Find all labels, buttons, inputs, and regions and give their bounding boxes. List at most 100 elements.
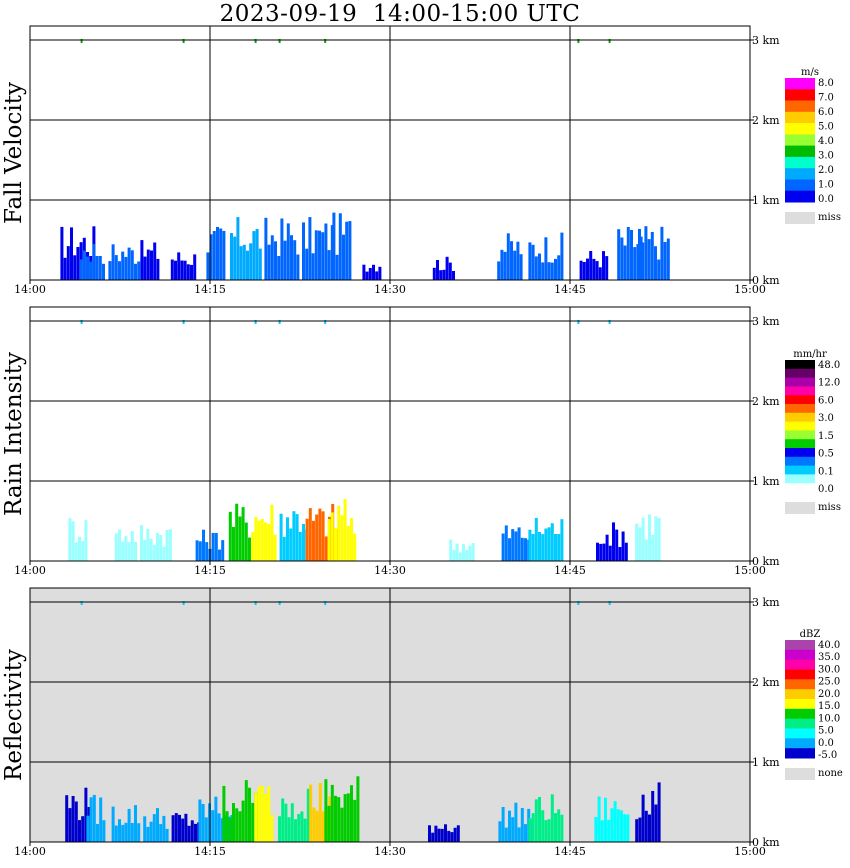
echo-column: [241, 800, 245, 842]
legend-swatch: [785, 483, 815, 493]
echo-column: [156, 533, 159, 561]
echo-column: [295, 514, 299, 561]
echo-column: [302, 222, 305, 280]
legend-swatch: [785, 404, 815, 414]
y-tick-label: 2 km: [752, 395, 780, 408]
echo-column: [251, 532, 255, 561]
echo-column: [74, 542, 78, 561]
legend-label: -5.0: [818, 750, 837, 761]
echo-column: [111, 244, 115, 280]
legend-swatch: [785, 111, 815, 124]
legend-swatch: [785, 456, 815, 467]
echo-column: [462, 544, 465, 561]
echo-column: [286, 223, 290, 280]
echo-column: [458, 552, 462, 561]
echo-column: [277, 256, 281, 280]
echo-column: [303, 818, 307, 842]
echo-column: [230, 815, 234, 842]
y-tick-label: 3 km: [752, 596, 780, 609]
echo-column: [353, 799, 357, 842]
echo-column: [274, 241, 277, 280]
echo-column: [235, 808, 239, 842]
legend-swatch: [785, 430, 815, 440]
top-echo-mark: [254, 39, 257, 43]
echo-column: [508, 810, 511, 842]
echo-column: [544, 820, 548, 842]
echo-column: [168, 529, 172, 561]
echo-column: [346, 525, 350, 561]
echo-column: [547, 527, 551, 561]
legend-swatch: [785, 179, 815, 192]
echo-column: [437, 828, 441, 842]
echo-column: [146, 826, 150, 842]
echo-column: [554, 258, 557, 280]
echo-column: [174, 813, 178, 842]
echo-column: [204, 817, 208, 842]
x-tick-label: 14:15: [194, 845, 226, 858]
echo-column: [86, 256, 89, 280]
echo-column: [605, 256, 609, 280]
echo-column: [315, 810, 319, 842]
legend-missing-label: none: [818, 768, 843, 779]
echo-column: [63, 257, 67, 280]
echo-column: [219, 228, 223, 280]
legend-swatch: [785, 649, 815, 661]
echo-column: [538, 532, 541, 561]
echo-column: [471, 543, 475, 561]
legend-missing-label: miss: [818, 502, 841, 513]
echo-column: [350, 785, 353, 842]
echo-column: [372, 264, 375, 280]
echo-column: [194, 823, 197, 842]
echo-cell: [449, 539, 475, 561]
echo-column: [84, 787, 88, 842]
echo-column: [305, 518, 309, 561]
echo-column: [610, 808, 614, 842]
echo-column: [560, 814, 564, 842]
echo-column: [468, 545, 472, 561]
echo-column: [305, 248, 309, 280]
echo-column: [68, 808, 72, 842]
echo-column: [324, 536, 328, 561]
echo-column: [241, 507, 245, 561]
echo-column: [345, 221, 349, 280]
echo-column: [557, 809, 561, 842]
legend-unit: mm/hr: [793, 349, 827, 360]
echo-column: [78, 820, 81, 842]
top-echo-mark: [324, 320, 327, 324]
echo-column: [190, 820, 194, 842]
echo-column: [579, 260, 583, 280]
echo-cell: [579, 251, 609, 280]
echo-cell: [528, 232, 564, 280]
echo-column: [618, 547, 622, 561]
echo-column: [239, 246, 243, 280]
echo-column: [244, 780, 248, 842]
echo-column: [279, 513, 283, 561]
legend-label: 3.0: [818, 151, 834, 162]
echo-column: [501, 807, 505, 842]
echo-column: [455, 543, 459, 561]
echo-column: [121, 824, 125, 842]
echo-cell: [251, 504, 277, 561]
legend-swatch: [785, 659, 815, 670]
echo-column: [375, 271, 379, 280]
echo-column: [270, 504, 274, 561]
echo-column: [315, 514, 319, 561]
echo-column: [264, 217, 268, 280]
panel-ylabel: Reflectivity: [1, 649, 27, 781]
echo-column: [174, 260, 177, 280]
legend-swatch: [785, 360, 815, 370]
echo-column: [560, 232, 564, 280]
echo-column: [264, 793, 267, 842]
echo-column: [623, 245, 627, 280]
echo-cell: [362, 264, 382, 280]
echo-column: [159, 824, 163, 842]
panel-ylabel: Fall Velocity: [1, 82, 27, 224]
echo-column: [445, 256, 449, 280]
legend-label: 35.0: [818, 652, 840, 663]
echo-column: [497, 261, 501, 280]
echo-column: [184, 813, 188, 842]
echo-column: [209, 234, 213, 280]
echo-column: [520, 808, 524, 842]
top-echo-mark: [577, 39, 580, 43]
echo-column: [214, 796, 218, 842]
